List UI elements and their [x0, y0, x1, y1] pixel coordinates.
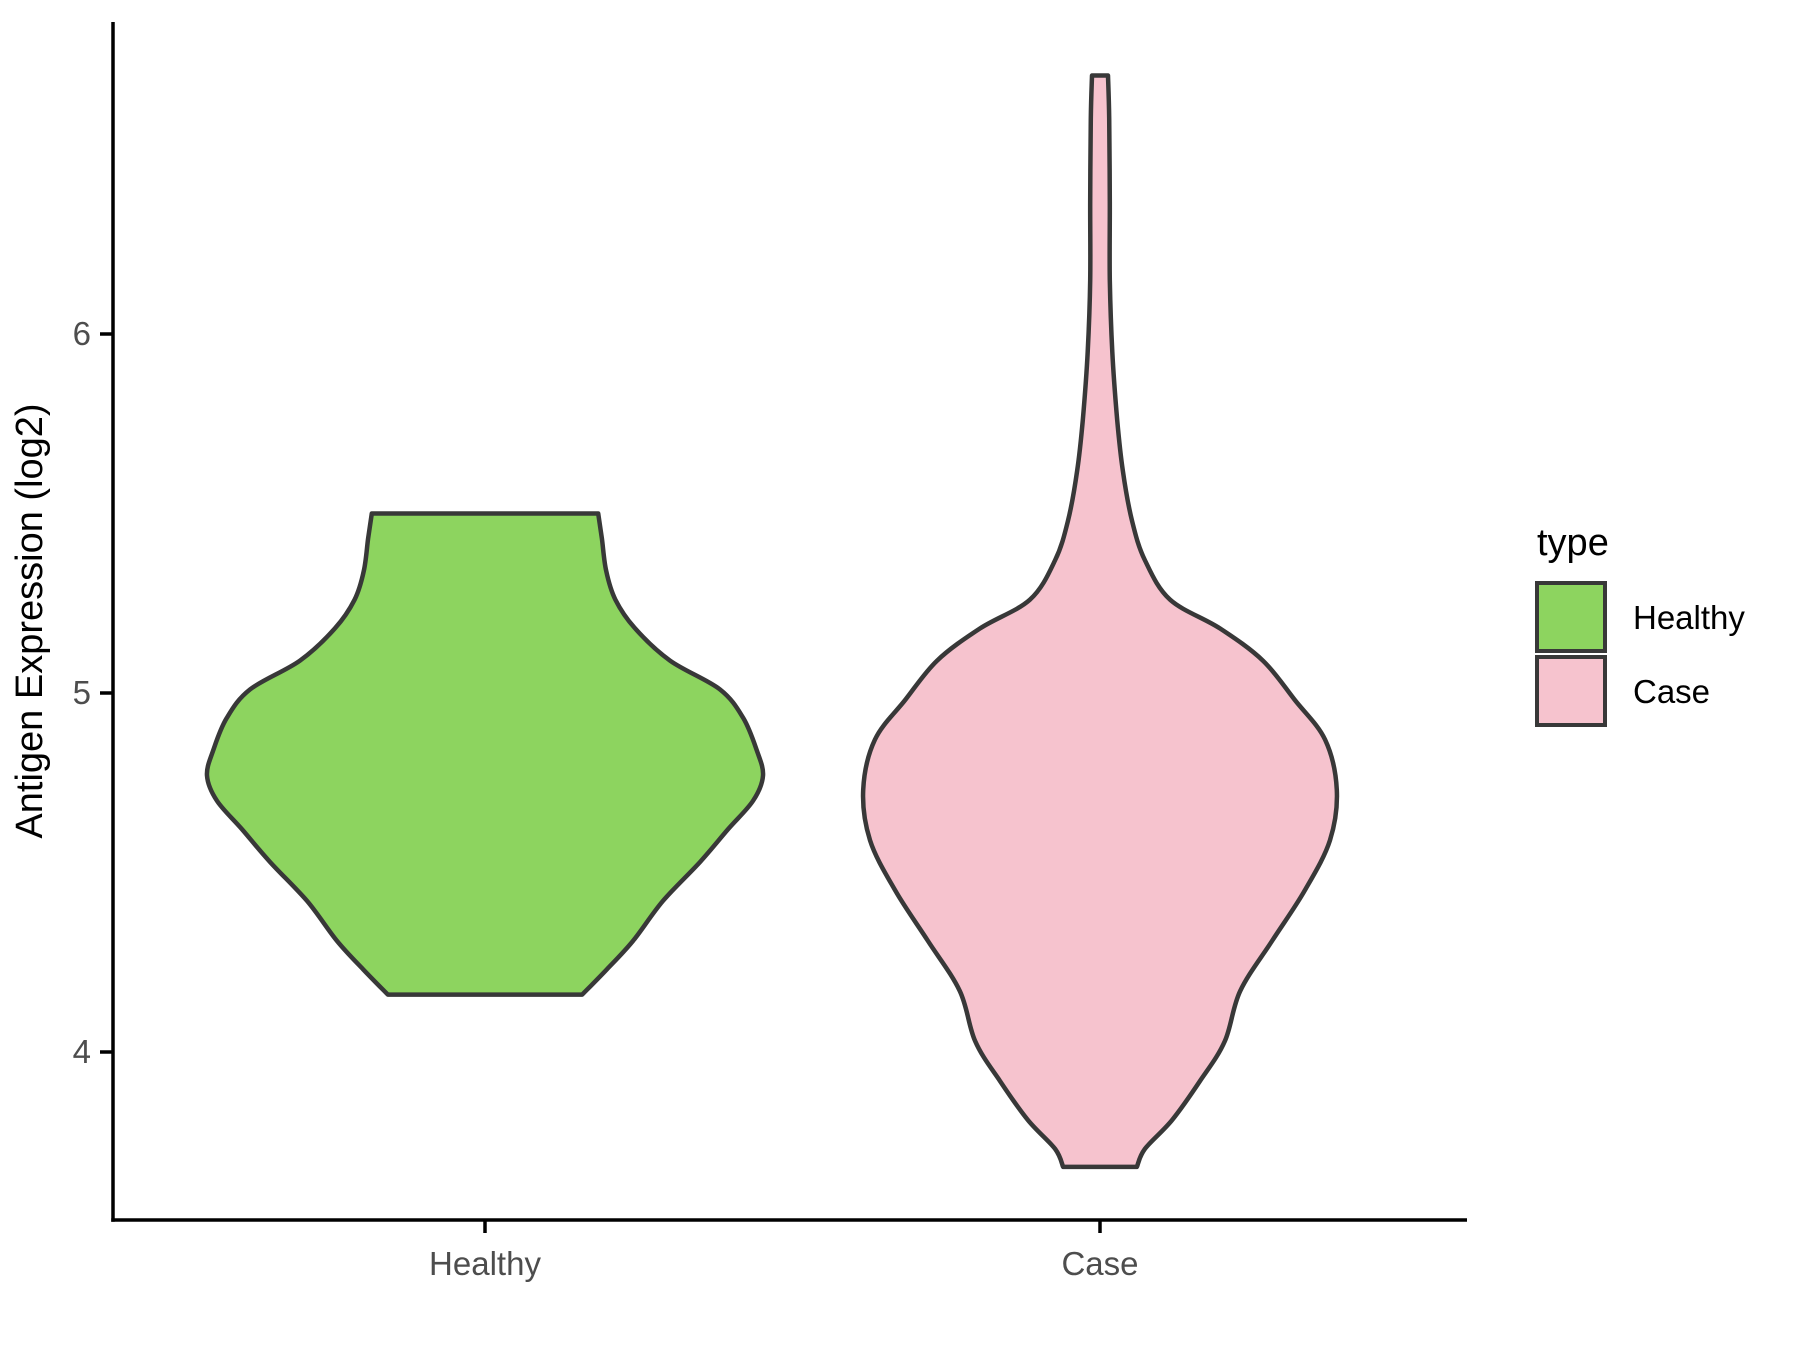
violin-case — [860, 73, 1340, 1170]
legend-items: Healthy Case — [1535, 581, 1745, 727]
y-axis-title: Antigen Expression (log2) — [9, 403, 51, 838]
x-axis-ticks: Healthy Case — [429, 1220, 1139, 1282]
legend-label-case: Case — [1633, 673, 1710, 710]
y-tick-label-4: 4 — [73, 1033, 91, 1070]
y-axis-ticks: 4 5 6 — [73, 315, 113, 1070]
legend-key-healthy — [1535, 581, 1607, 653]
legend-label-healthy: Healthy — [1633, 599, 1745, 636]
y-tick-label-5: 5 — [73, 674, 91, 711]
axes-layer — [111, 22, 1467, 1222]
violin-healthy — [204, 511, 766, 997]
violins-layer — [204, 73, 1340, 1170]
y-tick-label-6: 6 — [73, 315, 91, 352]
legend: type Healthy Case — [1535, 522, 1745, 727]
x-tick-label-case: Case — [1061, 1245, 1138, 1282]
legend-key-case — [1535, 655, 1607, 727]
x-tick-label-healthy: Healthy — [429, 1245, 541, 1282]
legend-title: type — [1537, 522, 1609, 564]
